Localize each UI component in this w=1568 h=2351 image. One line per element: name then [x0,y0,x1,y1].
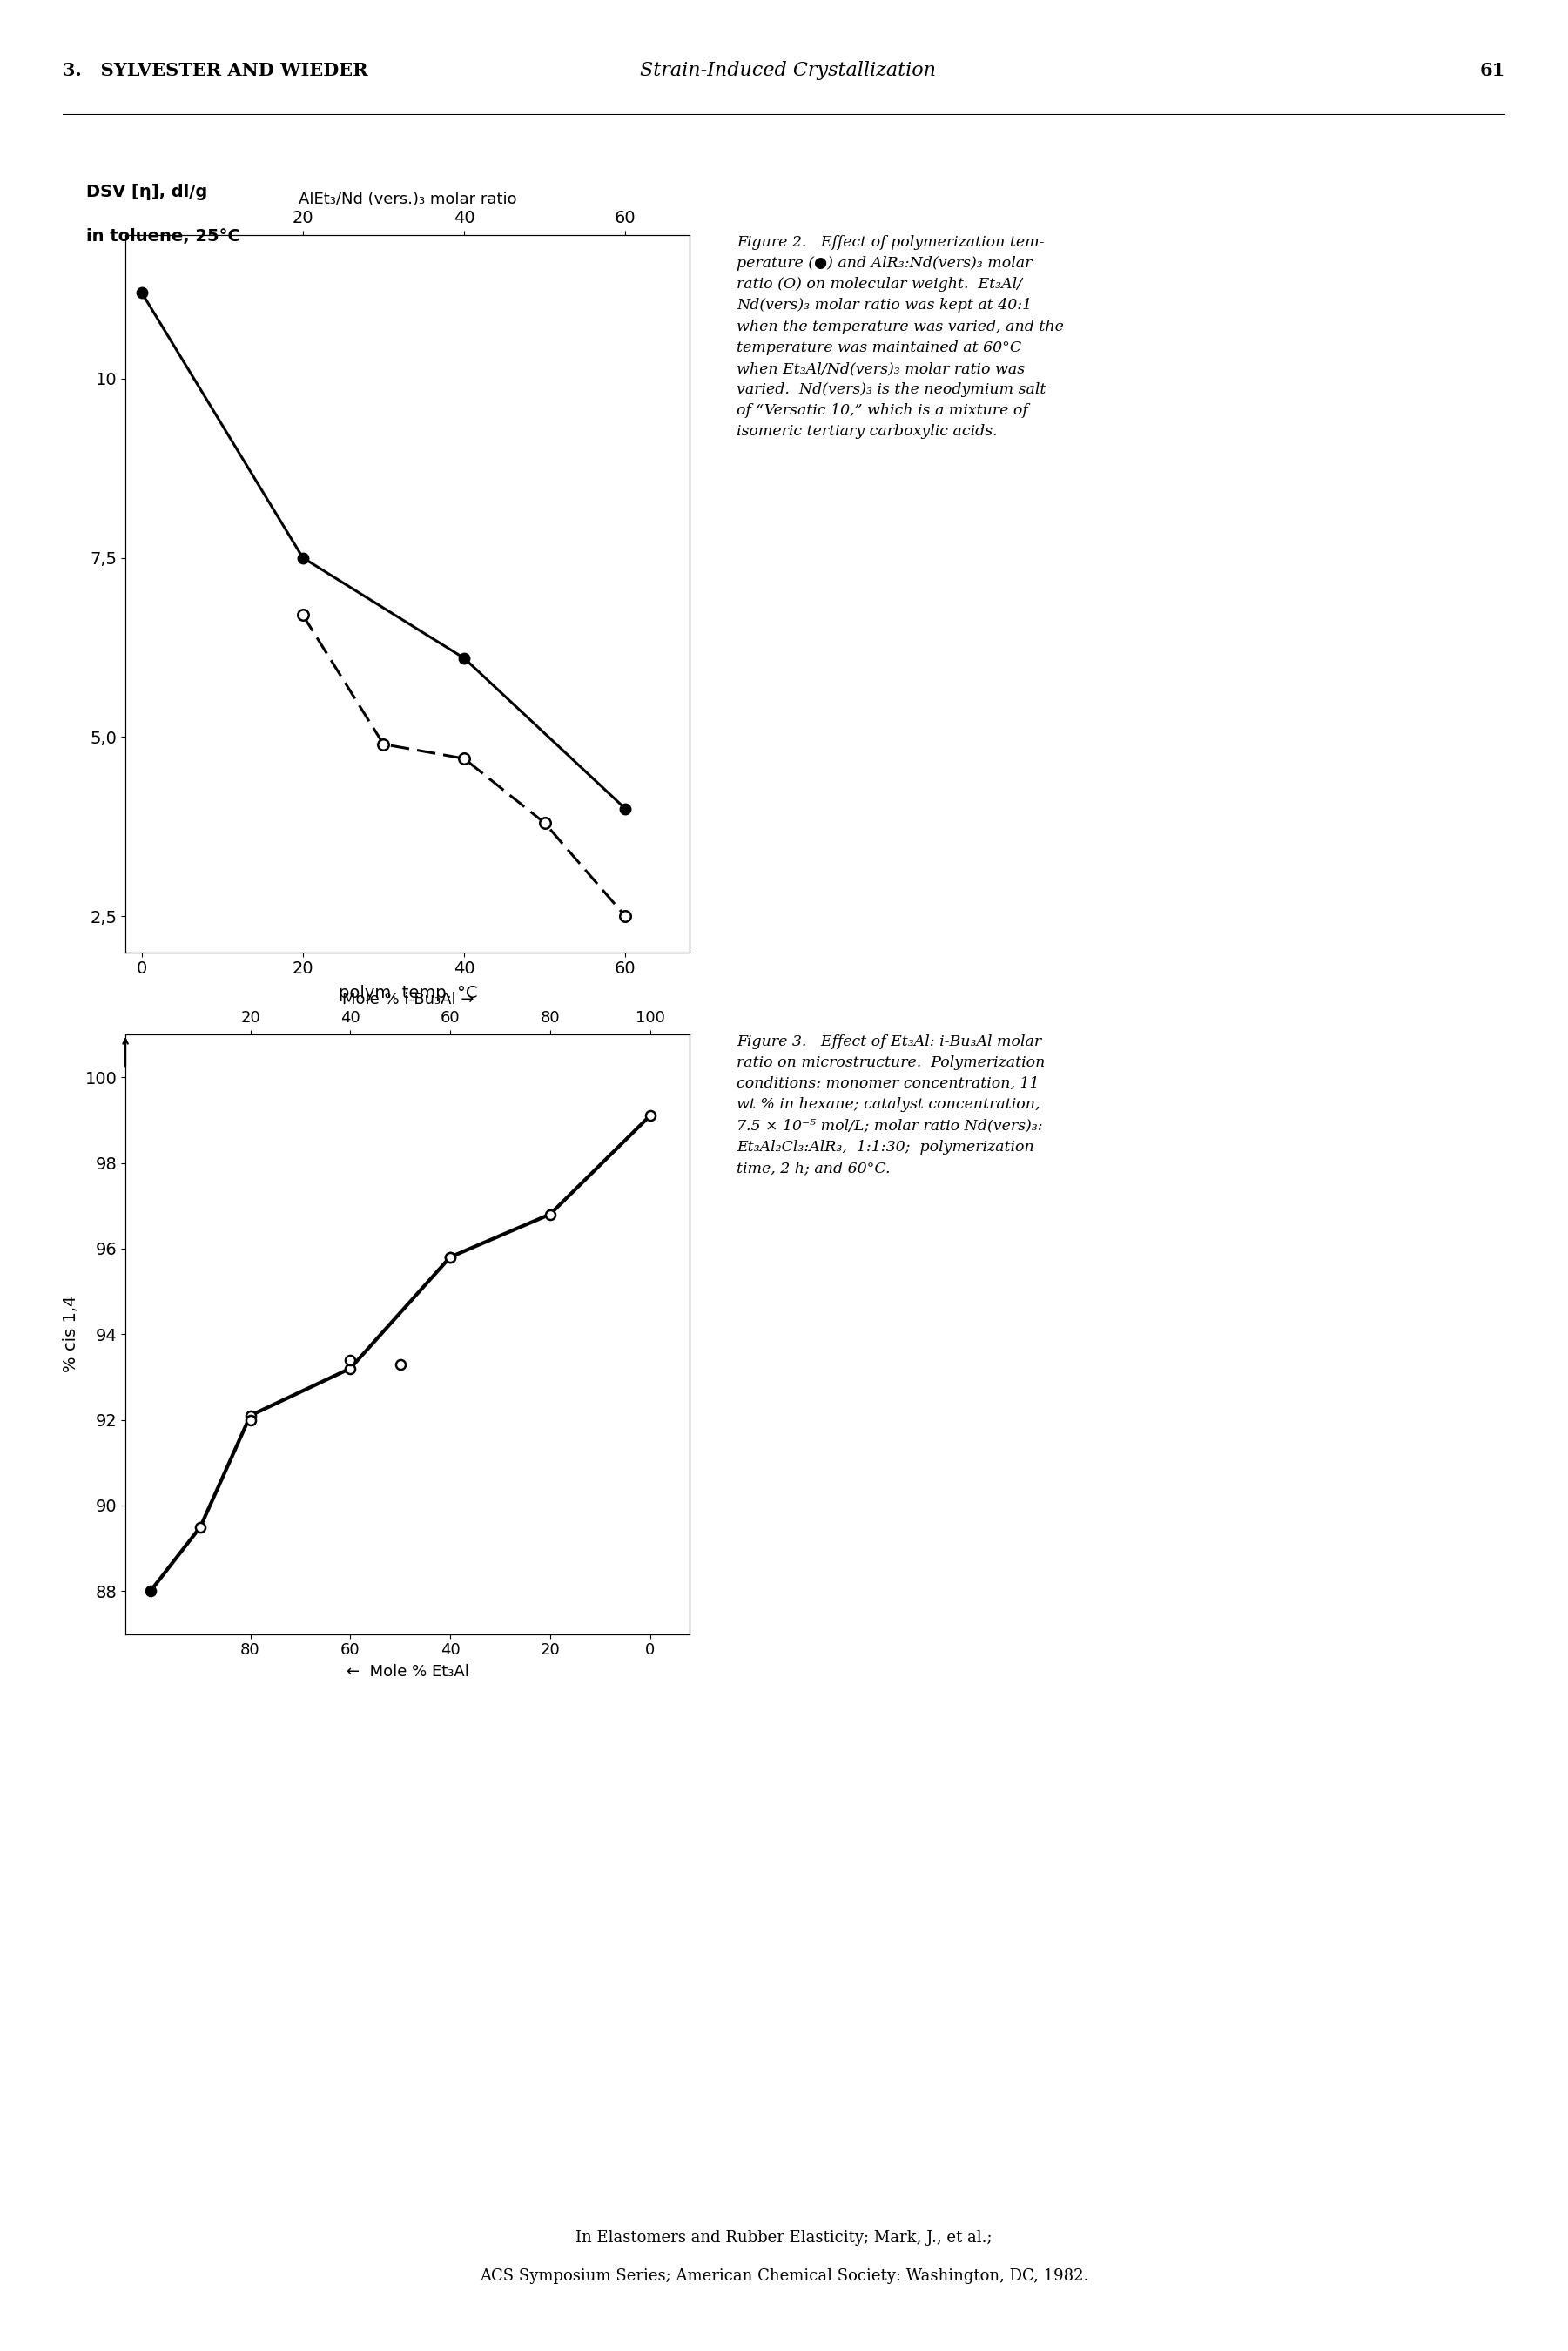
Text: DSV [η], dl/g: DSV [η], dl/g [86,183,207,200]
X-axis label: polym. temp. °C: polym. temp. °C [339,985,477,1002]
Text: Figure 3.   Effect of Et₃Al: i-Bu₃Al molar
ratio on microstructure.  Polymerizat: Figure 3. Effect of Et₃Al: i-Bu₃Al molar… [737,1034,1046,1176]
X-axis label: Mole % i-Bu₃Al →: Mole % i-Bu₃Al → [342,992,474,1009]
Text: ACS Symposium Series; American Chemical Society: Washington, DC, 1982.: ACS Symposium Series; American Chemical … [480,2269,1088,2283]
Text: 3.   SYLVESTER AND WIEDER: 3. SYLVESTER AND WIEDER [63,61,368,80]
Text: In Elastomers and Rubber Elasticity; Mark, J., et al.;: In Elastomers and Rubber Elasticity; Mar… [575,2231,993,2245]
Text: in toluene, 25°C: in toluene, 25°C [86,228,240,245]
Text: 61: 61 [1480,61,1505,80]
X-axis label: AlEt₃/Nd (vers.)₃ molar ratio: AlEt₃/Nd (vers.)₃ molar ratio [298,193,517,207]
Y-axis label: % cis 1,4: % cis 1,4 [63,1295,78,1373]
Text: Strain-Induced Crystallization: Strain-Induced Crystallization [640,61,936,80]
Text: Figure 2.   Effect of polymerization tem-
perature (●) and AlR₃:Nd(vers)₃ molar
: Figure 2. Effect of polymerization tem- … [737,235,1065,440]
X-axis label: ←  Mole % Et₃Al: ← Mole % Et₃Al [347,1665,469,1681]
